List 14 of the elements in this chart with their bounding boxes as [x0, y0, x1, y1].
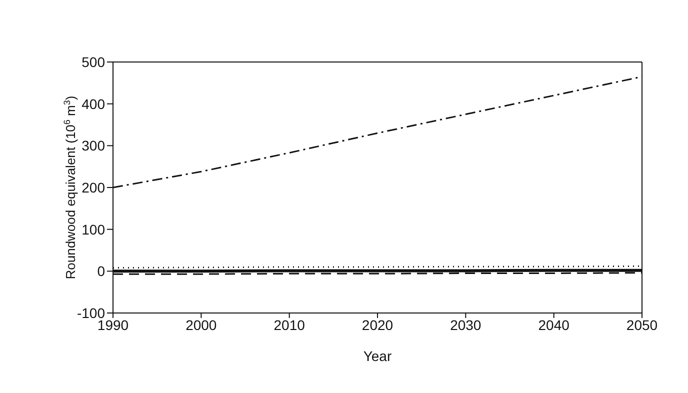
y-tick-label: -100 [76, 304, 106, 321]
x-axis-title: Year [363, 348, 392, 364]
x-tick-label: 2030 [450, 316, 482, 333]
y-tick-label: 300 [82, 138, 106, 154]
y-tick-label: 400 [82, 96, 106, 112]
y-tick-label: 0 [97, 263, 106, 280]
x-tick-label: 2010 [274, 316, 306, 333]
x-tick-label: 2040 [538, 316, 570, 333]
x-tick-label: 2020 [362, 316, 394, 333]
y-tick-label: 500 [82, 54, 106, 70]
x-tick-label: 2000 [186, 316, 217, 333]
x-tick-label: 2050 [626, 316, 658, 333]
y-tick-label: 200 [82, 179, 106, 196]
y-tick-label: 100 [82, 221, 106, 238]
